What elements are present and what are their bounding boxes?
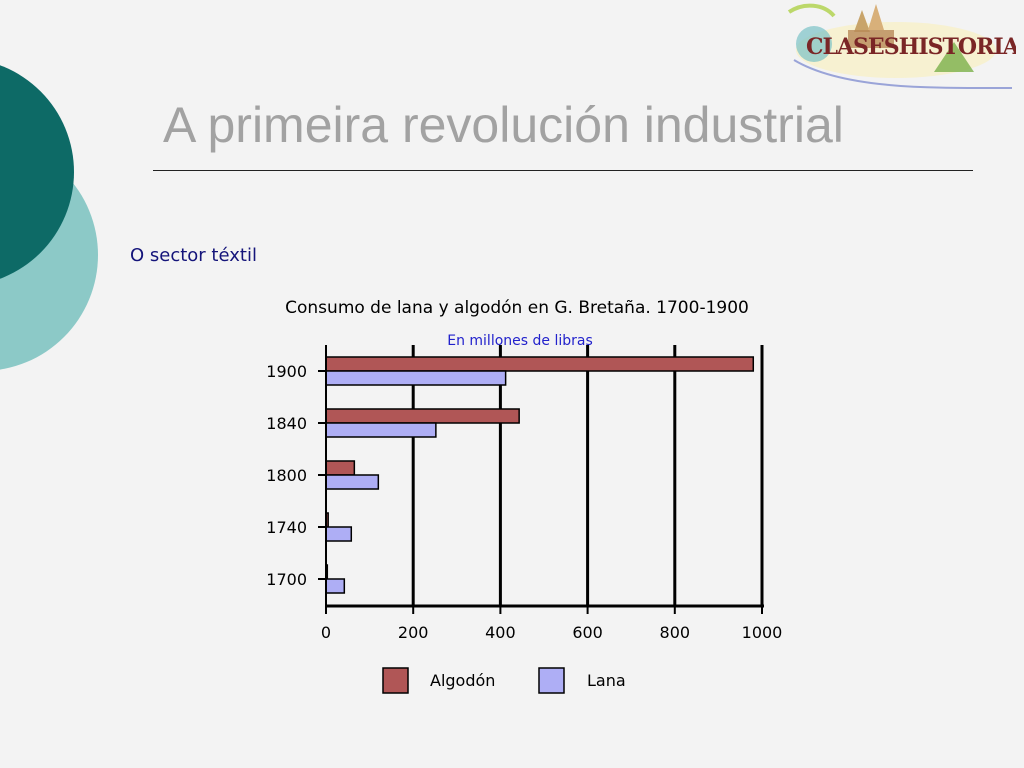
legend-swatch	[538, 667, 565, 694]
claseshistoria-logo: CLASESHISTORIA	[787, 3, 1016, 90]
x-tick-label: 400	[485, 623, 516, 642]
svg-text:CLASESHISTORIA: CLASESHISTORIA	[806, 34, 1016, 60]
x-tick-label: 800	[660, 623, 691, 642]
bar-lana-1740	[325, 526, 353, 542]
legend-swatch	[382, 667, 409, 694]
y-tick-label: 1700	[266, 570, 307, 589]
y-tick-label: 1840	[266, 414, 307, 433]
dark-teal-circle	[0, 65, 74, 279]
bar-lana-1800	[325, 474, 380, 490]
chart-subtitle: En millones de libras	[447, 333, 593, 349]
y-tick-label: 1900	[266, 362, 307, 381]
bar-lana-1840	[325, 422, 437, 438]
x-tick-label: 0	[321, 623, 331, 642]
chart-title: Consumo de lana y algodón en G. Bretaña.…	[285, 298, 749, 318]
bar-algodon-1900	[325, 356, 755, 372]
decorative-circles	[0, 65, 98, 370]
y-tick-label: 1800	[266, 466, 307, 485]
page-title: A primeira revolución industrial	[163, 97, 844, 153]
x-tick-label: 200	[398, 623, 429, 642]
legend-label: Algodón	[430, 671, 495, 690]
bar-algodon-1840	[325, 408, 520, 424]
x-tick-label: 1000	[742, 623, 783, 642]
bar-lana-1900	[325, 370, 507, 386]
section-subtitle: O sector téxtil	[130, 245, 257, 266]
legend-label: Lana	[587, 671, 626, 690]
x-tick-label: 600	[572, 623, 603, 642]
bar-algodon-1800	[325, 460, 356, 476]
bar-lana-1700	[325, 578, 346, 594]
y-tick-label: 1740	[266, 518, 307, 537]
title-divider	[153, 170, 973, 171]
